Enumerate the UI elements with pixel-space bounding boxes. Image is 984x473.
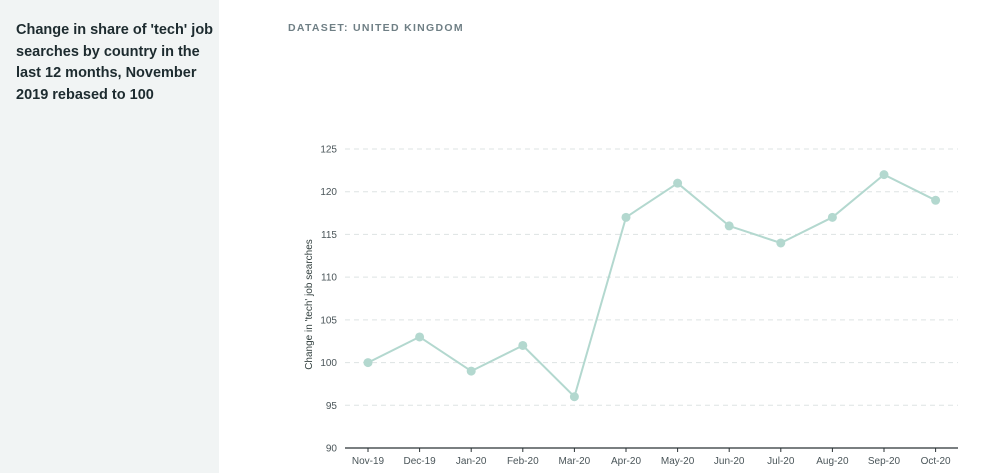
y-tick-label: 120 <box>320 187 337 198</box>
x-tick-label: Dec-19 <box>403 456 436 467</box>
x-axis-ticks: Nov-19 Dec-19 Jan-20 Feb-20 Mar-20 Apr-20 May-… <box>352 448 951 467</box>
data-point <box>931 195 941 205</box>
x-tick-label: Sep-20 <box>868 456 901 467</box>
y-tick-label: 110 <box>321 273 337 284</box>
data-point <box>363 358 373 368</box>
x-tick-label: Jul-20 <box>767 456 795 467</box>
x-tick-label: Jan-20 <box>456 456 487 467</box>
y-tick-label: 100 <box>320 358 337 369</box>
dataset-label: DATASET: UNITED KINGDOM <box>288 22 464 34</box>
data-points <box>363 170 941 402</box>
y-tick-label: 105 <box>320 315 337 326</box>
x-tick-label: Aug-20 <box>816 456 849 467</box>
x-tick-label: Mar-20 <box>559 456 591 467</box>
chart-title: Change in share of 'tech' job searches b… <box>16 22 214 103</box>
x-tick-label: Apr-20 <box>611 456 641 467</box>
data-point <box>879 170 889 180</box>
data-point <box>621 212 631 222</box>
data-point <box>827 212 837 222</box>
data-point <box>724 221 734 231</box>
data-point <box>466 366 476 376</box>
data-point <box>673 178 683 188</box>
x-tick-label: Oct-20 <box>921 456 951 467</box>
data-point <box>569 392 579 402</box>
gridlines <box>345 148 958 406</box>
y-tick-label: 90 <box>326 444 338 455</box>
x-tick-label: May-20 <box>661 456 695 467</box>
y-tick-label: 125 <box>320 145 337 156</box>
data-point <box>518 340 528 350</box>
x-tick-label: Jun-20 <box>714 456 745 467</box>
y-tick-label: 95 <box>326 401 338 412</box>
y-axis-ticks: 90 95 100 105 110 115 120 125 <box>320 145 337 455</box>
data-point <box>415 332 425 342</box>
y-axis-title: Change in 'tech' job searches <box>304 239 315 370</box>
x-tick-label: Nov-19 <box>352 456 385 467</box>
sidebar-panel: Change in share of 'tech' job searches b… <box>0 0 219 473</box>
x-tick-label: Feb-20 <box>507 456 539 467</box>
series-line <box>367 173 937 398</box>
data-point <box>776 238 786 248</box>
y-tick-label: 115 <box>321 230 337 241</box>
